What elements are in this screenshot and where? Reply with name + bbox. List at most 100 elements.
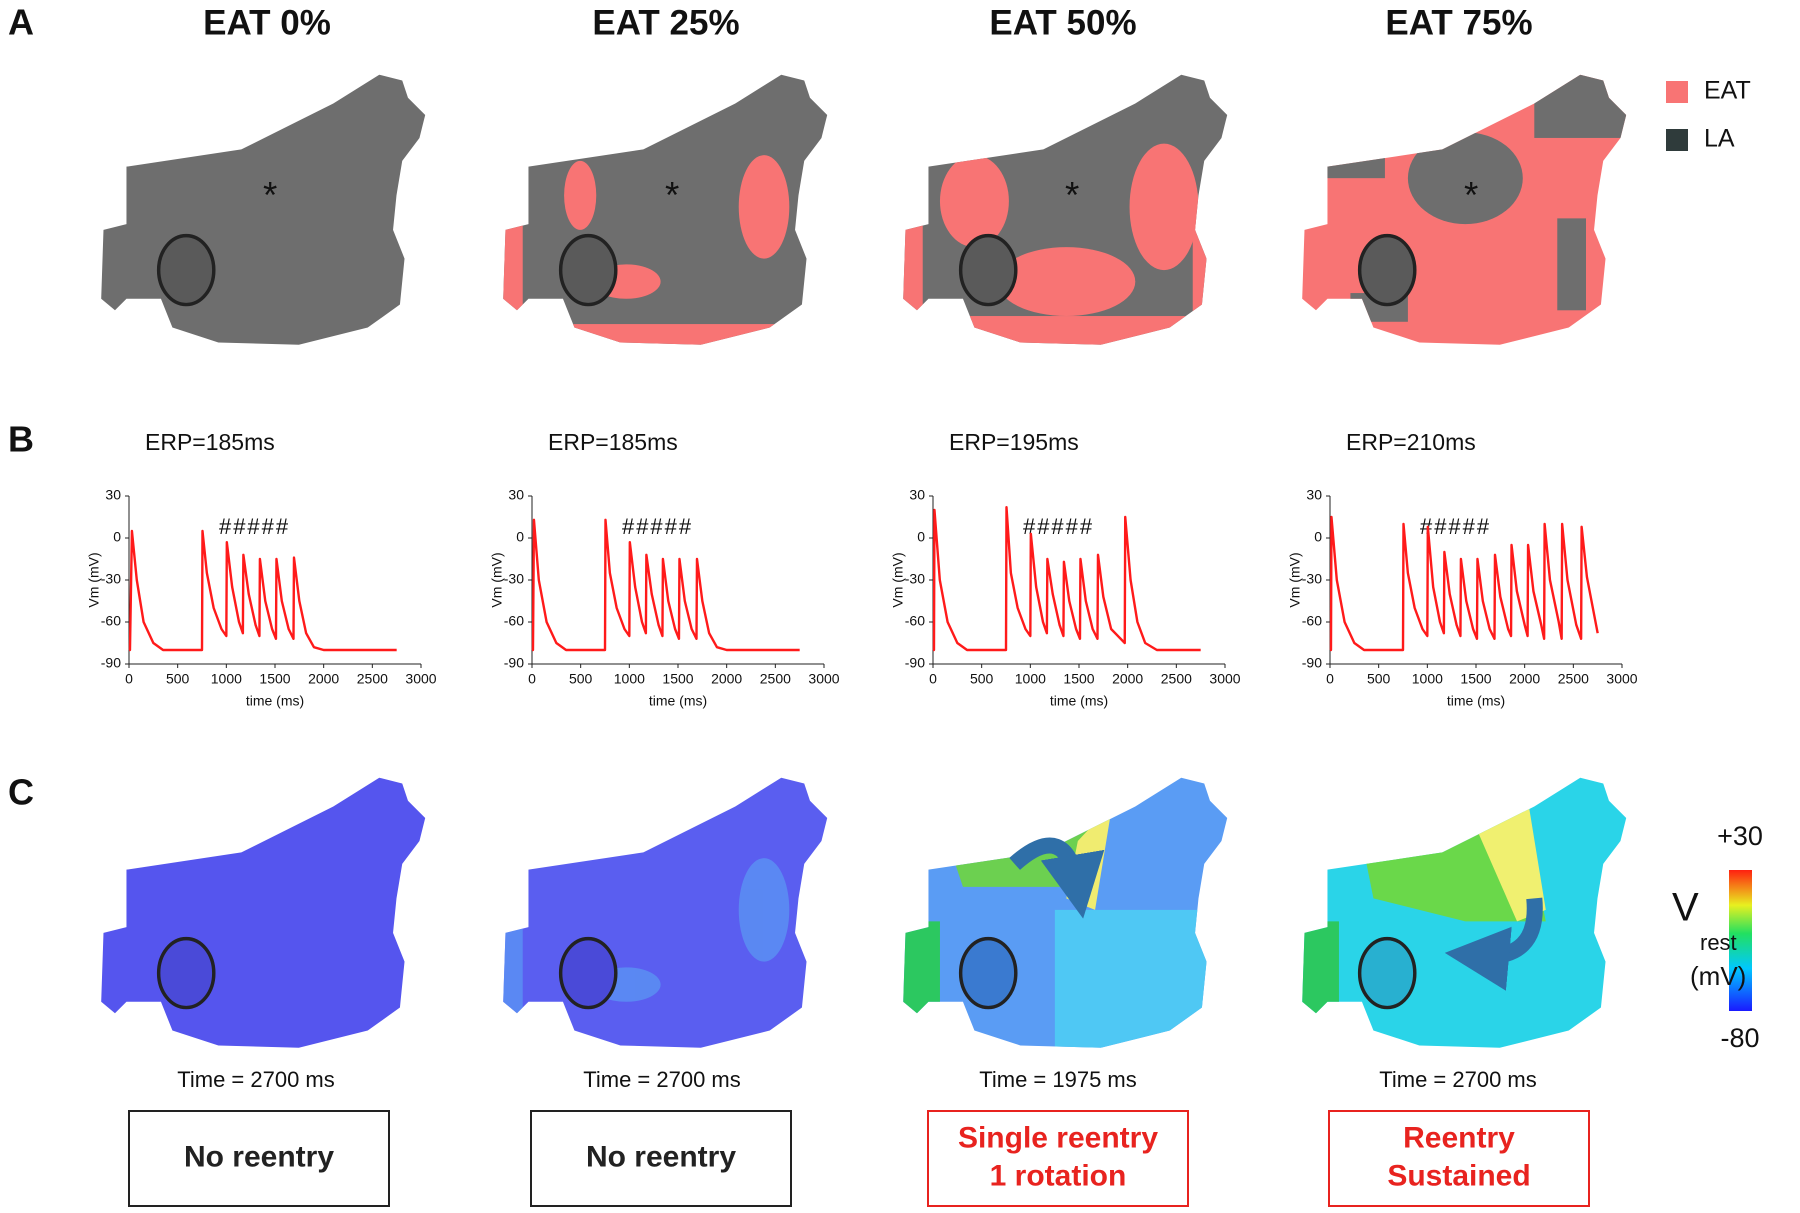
x-tick-label: 2000 bbox=[1509, 671, 1540, 687]
y-tick-label: 30 bbox=[1306, 487, 1322, 503]
y-tick-label: 0 bbox=[1314, 529, 1322, 545]
y-tick-label: 30 bbox=[909, 487, 925, 503]
y-axis-label: Vm (mV) bbox=[489, 552, 505, 607]
outcome-line: Reentry bbox=[1403, 1121, 1515, 1154]
x-axis-label: time (ms) bbox=[649, 693, 707, 709]
panel-label: C bbox=[8, 772, 34, 813]
x-tick-label: 1500 bbox=[1460, 671, 1491, 687]
x-tick-label: 0 bbox=[929, 671, 937, 687]
chart-title: ERP=210ms bbox=[1346, 429, 1476, 455]
x-tick-label: 2500 bbox=[1161, 671, 1192, 687]
outcome-box bbox=[927, 1110, 1189, 1207]
outcome-line: No reentry bbox=[586, 1140, 736, 1173]
atrium-model: * bbox=[903, 74, 1228, 345]
y-tick-label: 30 bbox=[508, 487, 524, 503]
x-tick-label: 3000 bbox=[1209, 671, 1240, 687]
outcome-box bbox=[128, 1110, 390, 1207]
outcome-line: Sustained bbox=[1387, 1159, 1530, 1192]
y-axis-label: Vm (mV) bbox=[1287, 552, 1303, 607]
x-tick-label: 1000 bbox=[211, 671, 242, 687]
annotation: ##### bbox=[622, 514, 693, 539]
legend-swatch bbox=[1666, 129, 1688, 151]
y-tick-label: 0 bbox=[516, 529, 524, 545]
x-tick-label: 500 bbox=[1367, 671, 1391, 687]
x-tick-label: 2500 bbox=[1558, 671, 1589, 687]
annotation: ##### bbox=[219, 514, 290, 539]
outcome-text: No reentry bbox=[184, 1140, 334, 1173]
panel-label: A bbox=[8, 2, 34, 43]
atrium-potential-map bbox=[1302, 777, 1627, 1048]
y-tick-label: 0 bbox=[113, 529, 121, 545]
time-caption: Time = 2700 ms bbox=[583, 1067, 741, 1092]
x-tick-label: 1000 bbox=[1412, 671, 1443, 687]
annotation: ##### bbox=[1420, 514, 1491, 539]
x-tick-label: 0 bbox=[1326, 671, 1334, 687]
time-caption: Time = 2700 ms bbox=[1379, 1067, 1537, 1092]
y-tick-label: 0 bbox=[917, 529, 925, 545]
column-title: EAT 75% bbox=[1385, 3, 1532, 42]
outcome-text: Single reentry 1 rotation bbox=[958, 1121, 1158, 1192]
marker: * bbox=[263, 174, 277, 215]
y-tick-label: -60 bbox=[504, 613, 524, 629]
atrium-potential-map bbox=[101, 777, 426, 1048]
colorbar-max: +30 bbox=[1717, 821, 1763, 851]
x-tick-label: 500 bbox=[970, 671, 994, 687]
x-tick-label: 0 bbox=[125, 671, 133, 687]
x-tick-label: 2500 bbox=[357, 671, 388, 687]
outcome-line: 1 rotation bbox=[990, 1159, 1127, 1192]
colorbar bbox=[1729, 870, 1752, 1011]
legend-swatch bbox=[1666, 81, 1688, 103]
atrium-model: * bbox=[1302, 74, 1627, 345]
x-tick-label: 2000 bbox=[711, 671, 742, 687]
colorbar-unit: (mV) bbox=[1690, 961, 1746, 991]
trace bbox=[531, 518, 800, 652]
column-title: EAT 50% bbox=[989, 3, 1136, 42]
y-tick-label: -90 bbox=[1302, 655, 1322, 671]
chart-title: ERP=185ms bbox=[548, 429, 678, 455]
time-caption: Time = 2700 ms bbox=[177, 1067, 335, 1092]
time-caption: Time = 1975 ms bbox=[979, 1067, 1137, 1092]
outcome-line: No reentry bbox=[184, 1140, 334, 1173]
y-tick-label: -60 bbox=[905, 613, 925, 629]
annotation: ##### bbox=[1023, 514, 1094, 539]
x-tick-label: 2000 bbox=[1112, 671, 1143, 687]
outcome-line: Single reentry bbox=[958, 1121, 1158, 1154]
y-tick-label: -90 bbox=[504, 655, 524, 671]
atrium-potential-map bbox=[503, 777, 828, 1048]
y-tick-label: -60 bbox=[1302, 613, 1322, 629]
trace bbox=[932, 506, 1201, 652]
marker: * bbox=[1464, 174, 1478, 215]
x-tick-label: 3000 bbox=[808, 671, 839, 687]
colorbar-subscript: rest bbox=[1700, 930, 1737, 955]
legend-label: LA bbox=[1704, 125, 1735, 153]
outcome-text: No reentry bbox=[586, 1140, 736, 1173]
column-title: EAT 0% bbox=[203, 3, 331, 42]
x-tick-label: 2000 bbox=[308, 671, 339, 687]
legend-label: EAT bbox=[1704, 77, 1751, 105]
x-tick-label: 1500 bbox=[259, 671, 290, 687]
colorbar-label: V bbox=[1672, 886, 1699, 930]
trace bbox=[128, 529, 397, 652]
x-tick-label: 1500 bbox=[1063, 671, 1094, 687]
chart-title: ERP=195ms bbox=[949, 429, 1079, 455]
x-tick-label: 3000 bbox=[1606, 671, 1637, 687]
y-tick-label: -90 bbox=[101, 655, 121, 671]
y-tick-label: -30 bbox=[905, 571, 925, 587]
x-tick-label: 0 bbox=[528, 671, 536, 687]
trace bbox=[1329, 515, 1599, 652]
y-tick-label: -60 bbox=[101, 613, 121, 629]
x-axis-label: time (ms) bbox=[246, 693, 304, 709]
chart-title: ERP=185ms bbox=[145, 429, 275, 455]
x-tick-label: 500 bbox=[166, 671, 190, 687]
x-tick-label: 3000 bbox=[405, 671, 436, 687]
x-tick-label: 2500 bbox=[760, 671, 791, 687]
x-tick-label: 500 bbox=[569, 671, 593, 687]
outcome-text: Reentry Sustained bbox=[1387, 1121, 1530, 1192]
marker: * bbox=[665, 174, 679, 215]
x-tick-label: 1000 bbox=[1015, 671, 1046, 687]
y-tick-label: 30 bbox=[105, 487, 121, 503]
panel-label: B bbox=[8, 419, 34, 460]
colorbar-min: -80 bbox=[1720, 1023, 1759, 1053]
marker: * bbox=[1065, 174, 1079, 215]
